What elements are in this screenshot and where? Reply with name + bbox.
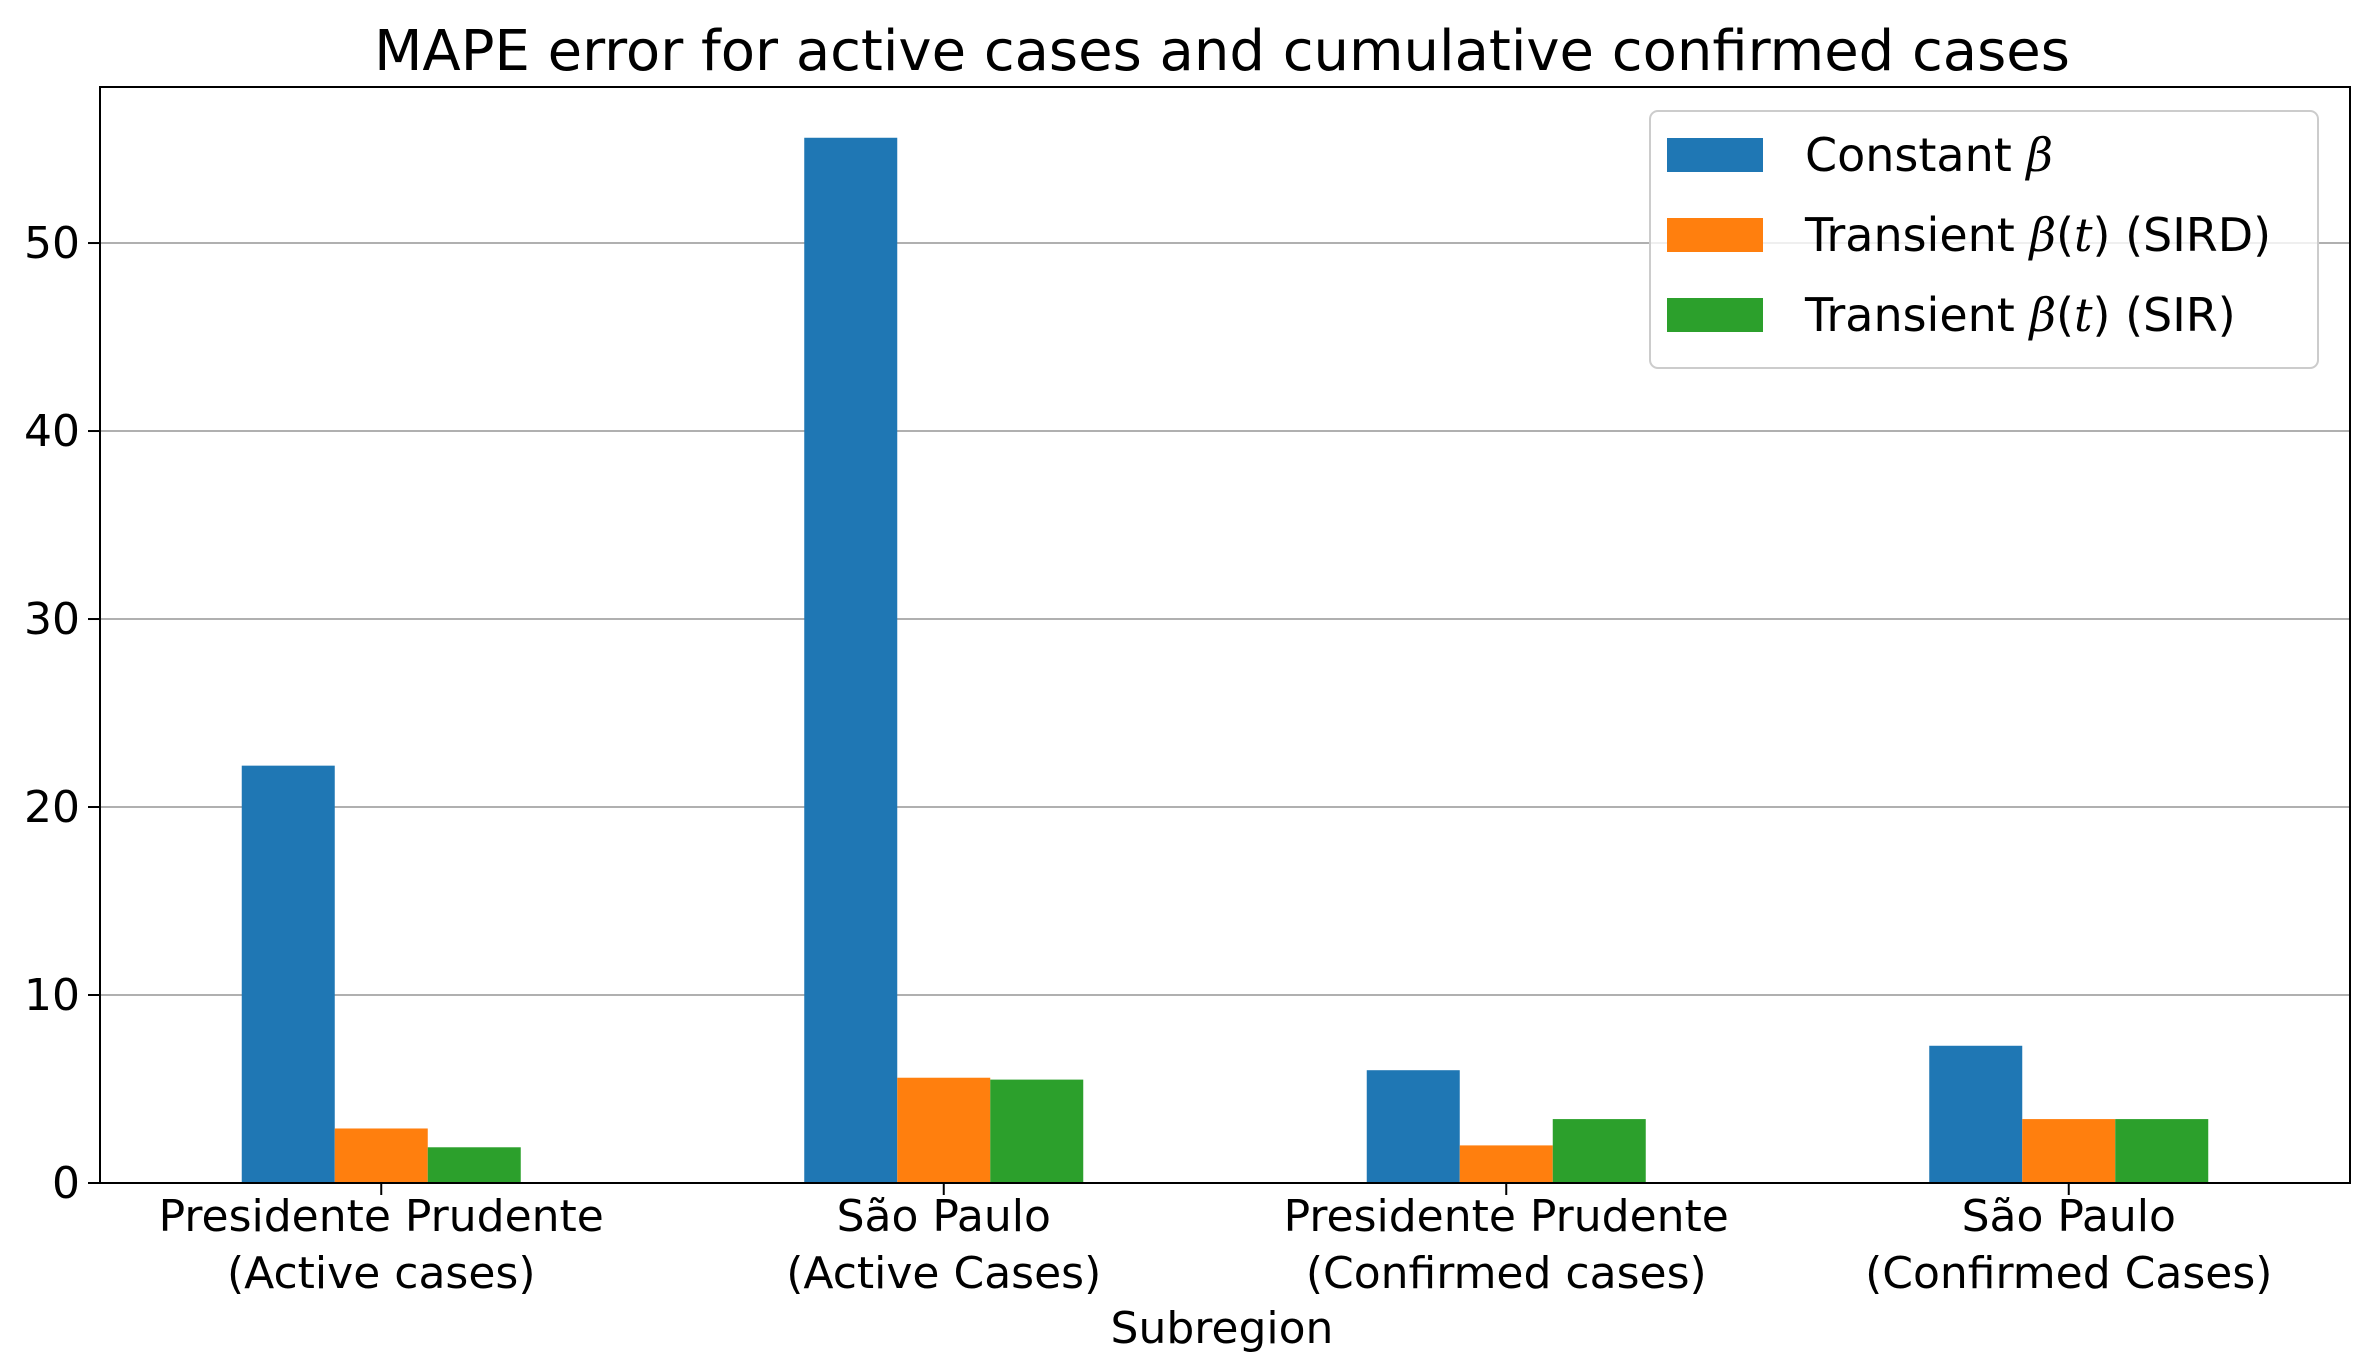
x-tick-label-2-line-2: (Active Cases): [786, 1248, 1101, 1299]
legend-swatch-1: [1667, 138, 1763, 172]
bar-2-3: [1459, 1145, 1553, 1183]
grid-lines: [100, 242, 2350, 997]
x-tick-label-2-line-1: São Paulo: [837, 1191, 1051, 1242]
x-tick-label-1-line-2: (Active cases): [227, 1248, 536, 1299]
bar-3-3: [1552, 1119, 1646, 1183]
y-tick-label-20: 20: [24, 782, 80, 833]
bar-3-2: [990, 1079, 1084, 1183]
legend: Constant β Transient β(t) (SIRD) Transient…: [1649, 110, 2319, 369]
legend-label-2: Transient β(t) (SIRD): [1804, 208, 2271, 262]
y-tick-label-30: 30: [24, 594, 80, 645]
y-axis-ticks: 0 10 20 30 40 50: [24, 218, 100, 1209]
bar-1-1: [241, 765, 335, 1183]
bar-3-1: [427, 1147, 521, 1183]
legend-label-1: Constant β: [1805, 128, 2053, 182]
bar-1-4: [1929, 1045, 2023, 1183]
y-tick-label-10: 10: [24, 970, 80, 1021]
y-tick-label-40: 40: [24, 406, 80, 457]
legend-swatch-2: [1667, 218, 1763, 252]
x-tick-label-3-line-1: Presidente Prudente: [1284, 1191, 1729, 1242]
legend-label-3: Transient β(t) (SIR): [1804, 288, 2236, 342]
y-tick-label-0: 0: [52, 1158, 80, 1209]
x-tick-label-3-line-2: (Confirmed cases): [1306, 1248, 1707, 1299]
bars: [241, 137, 2209, 1183]
bar-1-2: [804, 137, 898, 1183]
chart-title: MAPE error for active cases and cumulati…: [374, 19, 2070, 84]
bar-2-4: [2022, 1119, 2116, 1183]
y-tick-label-50: 50: [24, 218, 80, 269]
legend-swatch-3: [1667, 298, 1763, 332]
bar-1-3: [1366, 1070, 1460, 1183]
x-tick-label-4-line-1: São Paulo: [1962, 1191, 2176, 1242]
bar-2-1: [334, 1128, 428, 1183]
x-axis-ticks: Presidente Prudente (Active cases) São Pau…: [159, 1183, 2272, 1299]
x-axis-label: Subregion: [1111, 1303, 1334, 1354]
x-tick-label-1-line-1: Presidente Prudente: [159, 1191, 604, 1242]
bar-2-2: [897, 1077, 991, 1183]
x-tick-label-4-line-2: (Confirmed Cases): [1865, 1248, 2272, 1299]
bar-3-4: [2115, 1119, 2209, 1183]
legend-box: [1649, 110, 2319, 369]
plot-area-frame: [99, 86, 2351, 1184]
